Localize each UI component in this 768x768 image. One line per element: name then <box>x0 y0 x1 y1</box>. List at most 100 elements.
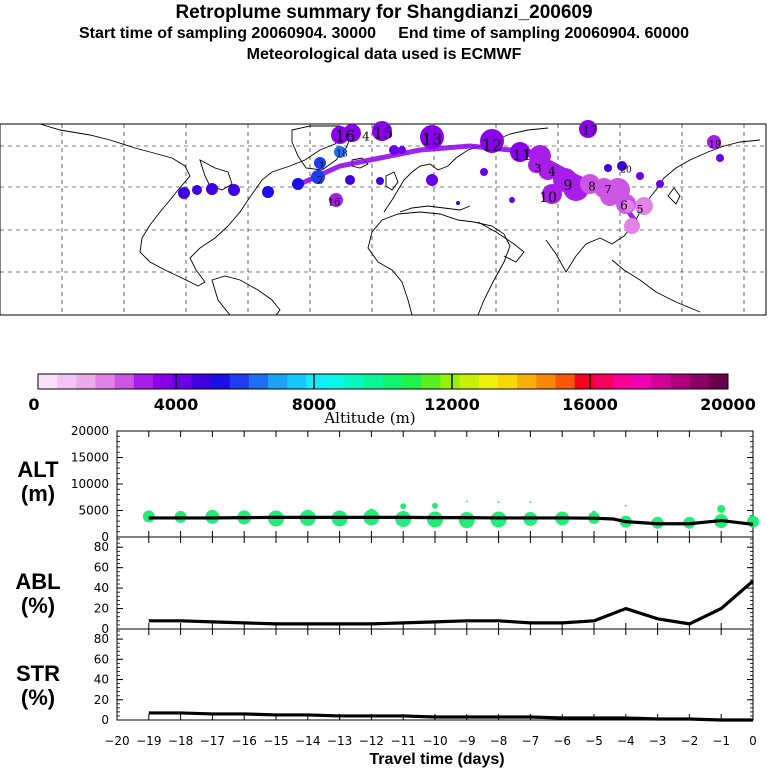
y-tick-label: 80 <box>94 632 109 646</box>
series-line <box>148 711 753 722</box>
map-day-label: 8 <box>588 180 596 194</box>
trajectory-point <box>579 120 597 138</box>
panel-label: ALT <box>17 457 59 482</box>
map-day-label: 1 <box>319 162 325 172</box>
x-tick-label: 0 <box>749 734 757 748</box>
y-tick-label: 5000 <box>78 504 109 518</box>
coast-india <box>545 237 601 273</box>
trajectory-point <box>600 186 620 206</box>
map-day-label: 7 <box>605 183 612 196</box>
colorbar-cell <box>287 374 307 389</box>
y-tick-label: 10000 <box>71 477 109 491</box>
map-coastlines <box>39 123 761 316</box>
panel-frame <box>116 628 754 721</box>
map-day-label: 20 <box>620 166 632 176</box>
colorbar-cell <box>57 374 77 389</box>
trajectory-point <box>262 186 274 198</box>
panel-abl: 0 20 40 60 80 ABL(%) <box>15 536 755 636</box>
x-tick-label: −18 <box>168 734 193 748</box>
y-tick-label: 60 <box>94 652 109 666</box>
colorbar-cell <box>344 374 365 389</box>
colorbar-cell <box>268 374 288 389</box>
colorbar-cell <box>191 374 211 389</box>
x-tick-label: −11 <box>391 734 416 748</box>
trajectory-point <box>426 174 438 186</box>
x-axis-label: Travel time (days) <box>369 751 504 768</box>
map-day-label: 16 <box>335 127 355 146</box>
colorbar-frame <box>37 373 729 390</box>
y-tick-label: 80 <box>94 540 109 554</box>
colorbar-tick-label: 20000 <box>700 395 756 414</box>
trajectory-point <box>314 157 326 169</box>
x-tick-label: −16 <box>232 734 257 748</box>
altitude-colorbar: 0 4000 8000 12000 16000 20000 Altitude (m) <box>28 373 756 427</box>
x-tick-label: −14 <box>295 734 320 748</box>
colorbar-cell <box>613 374 633 389</box>
series-line <box>148 579 755 626</box>
x-tick-label: −12 <box>359 734 384 748</box>
x-tick-label: −10 <box>422 734 447 748</box>
colorbar-cell <box>363 374 384 389</box>
colorbar-cell <box>153 374 173 389</box>
map-day-label: 4 <box>362 130 370 144</box>
colorbar-cell <box>459 374 480 389</box>
trajectory-point <box>334 146 346 158</box>
meteo-source: Meteorological data used is ECMWF <box>246 46 522 63</box>
trajectory-point <box>329 193 343 207</box>
colorbar-cell <box>114 374 135 389</box>
trajectory-point <box>510 142 530 162</box>
colorbar-cell <box>632 374 652 389</box>
colorbar-cell <box>536 374 556 389</box>
colorbar-cell <box>670 374 691 389</box>
colorbar-cell <box>651 374 671 389</box>
coast-japan <box>667 187 681 205</box>
trajectory-point <box>376 177 384 185</box>
colorbar-cell <box>498 374 518 389</box>
trajectory-point <box>420 125 444 149</box>
x-tick-label: −6 <box>553 734 571 748</box>
map-day-label: 17 <box>582 124 597 138</box>
map-day-label: 18 <box>336 150 348 160</box>
colorbar-cell <box>555 374 576 389</box>
map-day-label: 5 <box>637 203 644 216</box>
colorbar-cell <box>478 374 499 389</box>
x-tick-label: −19 <box>136 734 161 748</box>
coast-greenland <box>291 125 353 171</box>
trajectory-point <box>343 124 361 142</box>
map-day-label: 11 <box>512 146 531 164</box>
trajectory-point <box>398 146 406 154</box>
trajectory-point <box>624 218 640 234</box>
altitude-dot <box>368 508 375 515</box>
trajectory-point <box>292 178 304 190</box>
y-tick-label: 0 <box>101 622 109 636</box>
map-day-label: 9 <box>564 178 573 194</box>
colorbar-tick-label: 12000 <box>424 395 480 414</box>
panel-label: (%) <box>21 685 55 710</box>
altitude-dot <box>592 510 596 515</box>
trajectory-point <box>456 201 460 205</box>
colorbar-cell <box>95 374 116 389</box>
trajectory-point <box>617 161 627 171</box>
colorbar-cell <box>517 374 537 389</box>
altitude-dot <box>747 515 759 528</box>
coast-uk <box>385 171 399 191</box>
x-tick-label: −20 <box>104 734 129 748</box>
trajectory-point <box>604 164 612 172</box>
map-day-label: 4 <box>548 165 556 179</box>
y-tick-label: 0 <box>101 530 109 544</box>
coast-mediterranean <box>399 205 471 213</box>
x-tick-label: −7 <box>522 734 540 748</box>
y-tick-label: 60 <box>94 561 109 575</box>
trajectory-point <box>528 157 544 173</box>
coast-south-america <box>211 275 281 316</box>
trajectory-point <box>707 135 721 149</box>
sampling-times: Start time of sampling 20060904. 30000 E… <box>78 25 690 42</box>
trajectory-plume <box>178 120 724 234</box>
altitude-dot <box>717 504 726 513</box>
colorbar-cell <box>383 374 403 389</box>
colorbar-cell <box>708 374 729 389</box>
panel-label: (%) <box>21 593 55 618</box>
y-tick-label: 20000 <box>71 424 109 438</box>
trajectory-point <box>178 187 190 199</box>
trajectory-point <box>389 145 399 155</box>
